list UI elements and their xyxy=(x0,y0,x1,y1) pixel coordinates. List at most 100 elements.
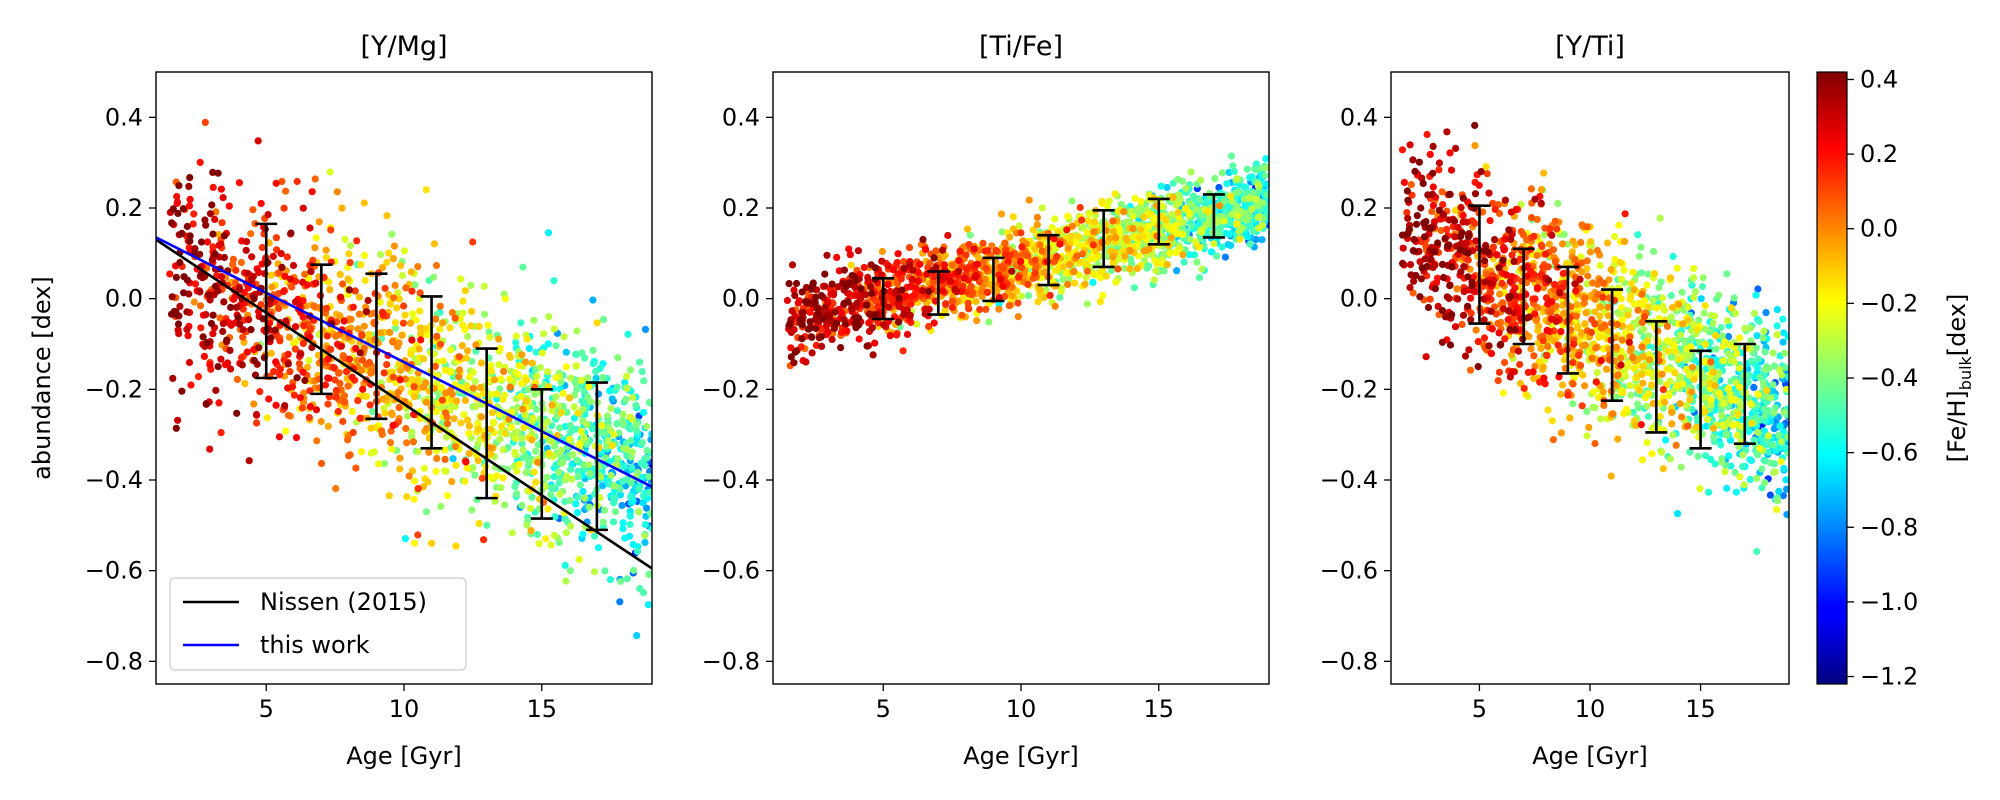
scatter-point xyxy=(282,187,290,195)
scatter-point xyxy=(290,391,298,399)
scatter-point xyxy=(422,398,430,406)
scatter-point xyxy=(586,397,594,406)
scatter-point xyxy=(601,454,610,462)
scatter-point xyxy=(506,353,514,361)
scatter-point xyxy=(1750,309,1758,317)
scatter-point xyxy=(487,425,495,433)
scatter-point xyxy=(423,331,431,339)
scatter-point xyxy=(900,311,908,319)
scatter-point xyxy=(272,234,280,242)
scatter-point xyxy=(313,437,321,445)
scatter-point xyxy=(840,266,849,274)
scatter-point xyxy=(1083,228,1091,237)
scatter-point xyxy=(296,394,304,402)
scatter-point xyxy=(197,238,206,246)
scatter-point xyxy=(614,354,622,362)
scatter-point xyxy=(1255,224,1263,232)
scatter-point xyxy=(576,481,584,489)
scatter-point xyxy=(823,251,831,259)
scatter-point xyxy=(428,539,436,547)
scatter-point xyxy=(280,204,288,212)
scatter-point xyxy=(1656,214,1664,222)
scatter-point xyxy=(567,522,575,530)
scatter-point xyxy=(1639,362,1647,371)
scatter-point xyxy=(1669,431,1677,439)
scatter-point xyxy=(1684,303,1692,311)
scatter-point xyxy=(201,118,209,126)
scatter-point xyxy=(1773,506,1781,514)
scatter-point xyxy=(589,346,597,354)
scatter-point xyxy=(939,246,947,254)
scatter-point xyxy=(584,374,592,382)
scatter-point xyxy=(196,158,204,166)
scatter-point xyxy=(1076,258,1084,266)
scatter-point xyxy=(530,316,538,324)
scatter-point xyxy=(1736,473,1744,481)
scatter-point xyxy=(396,376,404,384)
scatter-point xyxy=(581,494,589,502)
scatter-point xyxy=(1236,235,1244,243)
scatter-point xyxy=(1780,408,1788,416)
scatter-point xyxy=(1221,253,1229,261)
scatter-point xyxy=(412,316,420,324)
scatter-point xyxy=(361,276,369,285)
x-tick-label: 10 xyxy=(1006,695,1037,723)
y-tick-label: −0.4 xyxy=(702,466,760,494)
scatter-point xyxy=(930,273,938,281)
scatter-point xyxy=(1673,264,1681,272)
scatter-point xyxy=(468,357,476,365)
scatter-point xyxy=(450,415,458,423)
scatter-point xyxy=(1102,272,1110,280)
scatter-point xyxy=(1068,197,1076,205)
scatter-point xyxy=(1615,221,1623,229)
scatter-point xyxy=(998,228,1006,236)
scatter-point xyxy=(411,539,419,547)
scatter-point xyxy=(1163,261,1171,269)
scatter-point xyxy=(1251,195,1260,203)
scatter-point xyxy=(645,473,652,481)
scatter-point xyxy=(497,484,505,492)
scatter-point xyxy=(1644,337,1652,345)
scatter-point xyxy=(1175,199,1183,207)
scatter-point xyxy=(196,288,204,296)
scatter-point xyxy=(1036,286,1044,294)
scatter-point xyxy=(486,444,494,452)
scatter-point xyxy=(791,348,800,356)
scatter-point xyxy=(207,319,216,328)
scatter-point xyxy=(1701,340,1710,348)
scatter-point xyxy=(1732,488,1740,496)
scatter-point xyxy=(556,490,564,498)
scatter-point xyxy=(1121,252,1129,260)
scatter-point xyxy=(396,366,405,374)
scatter-point xyxy=(527,527,535,535)
scatter-point xyxy=(1764,432,1772,440)
scatter-point xyxy=(518,501,526,509)
scatter-point xyxy=(1144,222,1153,231)
scatter-point xyxy=(930,319,938,327)
scatter-point xyxy=(332,332,340,340)
scatter-point xyxy=(310,302,318,310)
scatter-point xyxy=(1720,399,1728,407)
scatter-point xyxy=(1126,246,1134,254)
scatter-point xyxy=(535,540,543,548)
scatter-point xyxy=(1690,274,1698,282)
scatter-point xyxy=(344,382,352,390)
scatter-point xyxy=(386,328,394,336)
scatter-point xyxy=(1195,274,1204,282)
scatter-point xyxy=(452,461,460,469)
scatter-point xyxy=(1167,234,1175,242)
scatter-point xyxy=(942,300,950,308)
scatter-point xyxy=(1626,382,1634,390)
scatter-point xyxy=(332,386,340,394)
scatter-point xyxy=(1678,288,1686,296)
scatter-point xyxy=(247,326,255,334)
scatter-point xyxy=(398,331,406,339)
scatter-point xyxy=(208,256,216,264)
scatter-point xyxy=(648,430,652,438)
scatter-point xyxy=(878,271,886,279)
scatter-point xyxy=(598,422,606,430)
scatter-point xyxy=(189,220,197,228)
scatter-point xyxy=(971,273,979,281)
scatter-point xyxy=(1643,281,1651,289)
scatter-point xyxy=(495,335,503,343)
